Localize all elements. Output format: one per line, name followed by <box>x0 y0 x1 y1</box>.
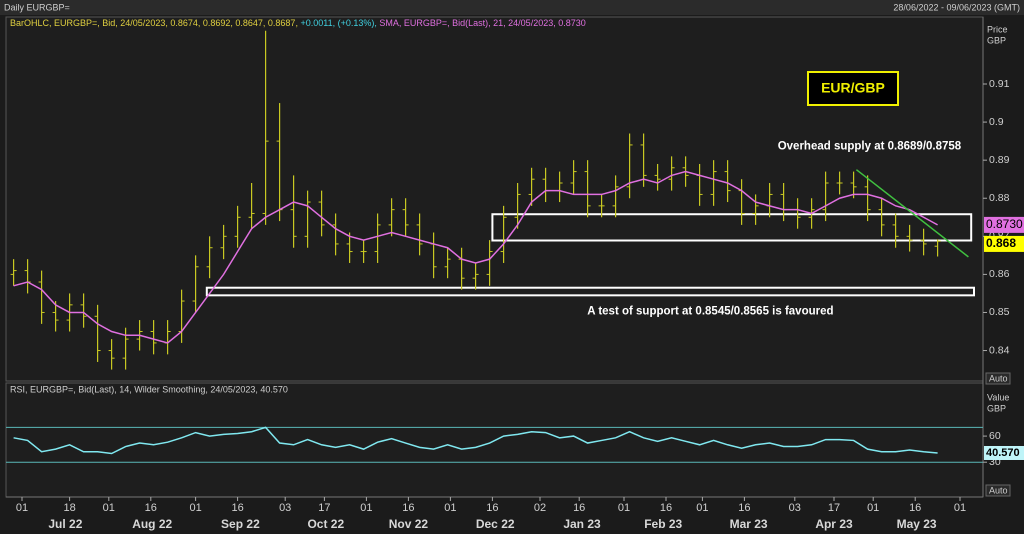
x-tick-label: 01 <box>954 502 966 514</box>
zone-box <box>491 213 973 242</box>
last-tag <box>984 235 1024 252</box>
price-legend: BarOHLC, EURGBP=, Bid, 24/05/2023, 0.867… <box>10 18 586 28</box>
chart-title: Daily EURGBP= <box>4 2 70 12</box>
x-tick-label: 01 <box>189 502 201 514</box>
y-tick-label: 30 <box>989 456 1001 468</box>
last-tag-label: 0.868 <box>986 236 1016 250</box>
x-tick-label: 16 <box>231 502 243 514</box>
x-tick-label: 16 <box>486 502 498 514</box>
x-tick-label: 18 <box>63 502 75 514</box>
month-label: Aug 22 <box>132 517 172 531</box>
y-tick-label: 0.91 <box>989 78 1010 90</box>
annotation: A test of support at 0.8545/0.8565 is fa… <box>587 305 833 317</box>
y-tick-label: 0.85 <box>989 306 1010 318</box>
x-tick-label: 16 <box>738 502 750 514</box>
month-label: Apr 23 <box>815 517 853 531</box>
last-tag-label: 0.8730 <box>986 217 1023 231</box>
y-tick-label: 0.88 <box>989 192 1010 204</box>
rsi-line <box>13 426 938 455</box>
rsi-legend: RSI, EURGBP=, Bid(Last), 14, Wilder Smoo… <box>10 384 288 394</box>
scale-mode[interactable]: Auto <box>989 485 1008 495</box>
last-tag-label: 40.570 <box>986 447 1020 459</box>
month-label: May 23 <box>897 517 937 531</box>
x-tick-label: 03 <box>279 502 291 514</box>
x-tick-label: 17 <box>828 502 840 514</box>
date-range: 28/06/2022 - 09/06/2023 (GMT) <box>893 2 1020 12</box>
axis-title: Value <box>987 392 1009 402</box>
x-tick-label: 16 <box>402 502 414 514</box>
badge: EUR/GBP <box>821 80 885 96</box>
last-tag <box>984 445 1024 460</box>
x-tick-label: 01 <box>16 502 28 514</box>
y-tick-label: 0.89 <box>989 154 1010 166</box>
y-tick-label: 0.86 <box>989 268 1010 280</box>
x-tick-label: 01 <box>618 502 630 514</box>
trendline <box>855 169 969 258</box>
month-label: Feb 23 <box>644 517 682 531</box>
month-label: Sep 22 <box>221 517 260 531</box>
x-tick-label: 03 <box>789 502 801 514</box>
month-label: Nov 22 <box>389 517 429 531</box>
x-tick-label: 01 <box>360 502 372 514</box>
month-label: Oct 22 <box>307 517 344 531</box>
x-tick-label: 01 <box>444 502 456 514</box>
axis-title: Price <box>987 24 1008 34</box>
axis-title: GBP <box>987 403 1006 413</box>
x-tick-label: 01 <box>867 502 879 514</box>
scale-mode[interactable]: Auto <box>989 373 1008 383</box>
legend-change: +0.0011, (+0.13%), <box>300 18 376 28</box>
month-label: Mar 23 <box>730 517 768 531</box>
x-tick-label: 01 <box>103 502 115 514</box>
badge-box <box>807 71 899 106</box>
month-label: Jul 22 <box>48 517 82 531</box>
x-tick-label: 17 <box>318 502 330 514</box>
scale-button[interactable] <box>985 484 1011 497</box>
legend-ohlc: BarOHLC, EURGBP=, Bid, 24/05/2023, 0.867… <box>10 18 298 28</box>
last-tag <box>984 216 1024 233</box>
title-bar <box>0 0 1024 15</box>
x-tick-label: 16 <box>660 502 672 514</box>
x-tick-label: 01 <box>696 502 708 514</box>
y-tick-label: 60 <box>989 430 1001 442</box>
x-tick-label: 02 <box>534 502 546 514</box>
sma-line <box>13 170 938 344</box>
zone-box <box>205 286 976 297</box>
y-tick-label: 0.84 <box>989 344 1010 356</box>
axis-title: GBP <box>987 35 1006 45</box>
x-tick-label: 16 <box>573 502 585 514</box>
x-tick-label: 16 <box>145 502 157 514</box>
month-label: Jan 23 <box>563 517 601 531</box>
scale-button[interactable] <box>985 372 1011 385</box>
legend-sma: SMA, EURGBP=, Bid(Last), 21, 24/05/2023,… <box>379 18 585 28</box>
annotation: Overhead supply at 0.8689/0.8758 <box>778 140 962 152</box>
y-tick-label: 0.9 <box>989 116 1004 128</box>
month-label: Dec 22 <box>476 517 515 531</box>
x-tick-label: 16 <box>909 502 921 514</box>
